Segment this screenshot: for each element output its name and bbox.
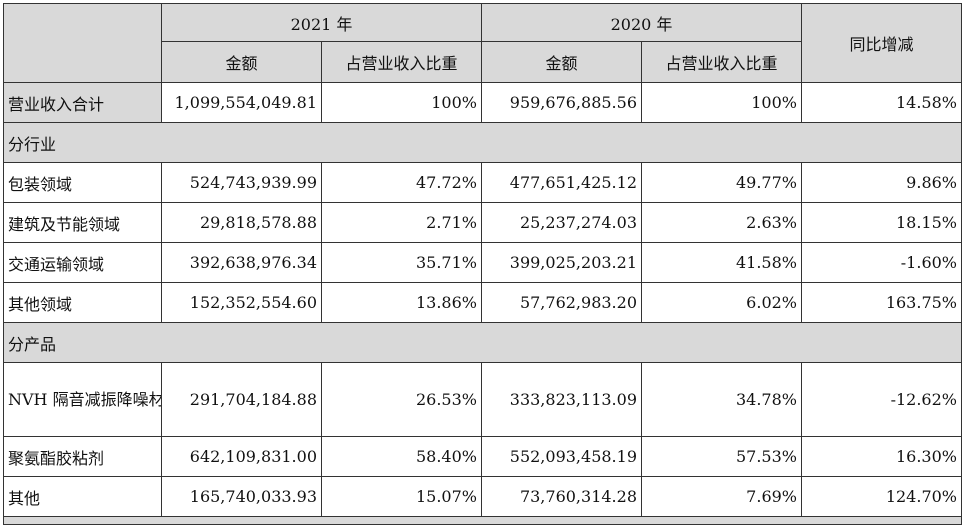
table-row: 其他 165,740,033.93 15.07% 73,760,314.28 7… bbox=[3, 476, 962, 517]
amt-2021: 291,704,184.88 bbox=[161, 362, 322, 437]
header-ratio-2020: 占营业收入比重 bbox=[641, 41, 802, 83]
section-title-product: 分产品 bbox=[3, 322, 962, 363]
pct-2021: 58.40% bbox=[321, 436, 482, 477]
table-row: 聚氨酯胶粘剂 642,109,831.00 58.40% 552,093,458… bbox=[3, 436, 962, 477]
row-label: 建筑及节能领域 bbox=[3, 202, 162, 243]
amt-2020: 73,760,314.28 bbox=[481, 476, 642, 517]
total-amt-2020: 959,676,885.56 bbox=[481, 82, 642, 123]
amt-2020: 57,762,983.20 bbox=[481, 282, 642, 323]
pct-2020: 6.02% bbox=[641, 282, 802, 323]
row-label: 包装领域 bbox=[3, 162, 162, 203]
header-row-years: 2021 年 2020 年 同比增减 bbox=[3, 3, 962, 83]
table-row: 建筑及节能领域 29,818,578.88 2.71% 25,237,274.0… bbox=[3, 202, 962, 243]
table-row: 包装领域 524,743,939.99 47.72% 477,651,425.1… bbox=[3, 162, 962, 203]
header-amount-2020: 金额 bbox=[481, 41, 642, 83]
table-row: 交通运输领域 392,638,976.34 35.71% 399,025,203… bbox=[3, 242, 962, 283]
amt-2020: 552,093,458.19 bbox=[481, 436, 642, 477]
yoy: -1.60% bbox=[801, 242, 962, 283]
section-row-industry: 分行业 bbox=[3, 122, 962, 163]
table-row: 其他领域 152,352,554.60 13.86% 57,762,983.20… bbox=[3, 282, 962, 323]
total-label: 营业收入合计 bbox=[3, 82, 162, 123]
pct-2021: 2.71% bbox=[321, 202, 482, 243]
pct-2021: 15.07% bbox=[321, 476, 482, 517]
pct-2020: 2.63% bbox=[641, 202, 802, 243]
amt-2021: 524,743,939.99 bbox=[161, 162, 322, 203]
pct-2021: 26.53% bbox=[321, 362, 482, 437]
pct-2021: 47.72% bbox=[321, 162, 482, 203]
section-title-industry: 分行业 bbox=[3, 122, 962, 163]
pct-2020: 7.69% bbox=[641, 476, 802, 517]
pct-2020: 34.78% bbox=[641, 362, 802, 437]
header-amount-2021: 金额 bbox=[161, 41, 322, 83]
total-pct-2021: 100% bbox=[321, 82, 482, 123]
pct-2021: 13.86% bbox=[321, 282, 482, 323]
amt-2021: 392,638,976.34 bbox=[161, 242, 322, 283]
header-ratio-2021: 占营业收入比重 bbox=[321, 41, 482, 83]
amt-2021: 165,740,033.93 bbox=[161, 476, 322, 517]
yoy: 18.15% bbox=[801, 202, 962, 243]
row-label: 其他领域 bbox=[3, 282, 162, 323]
total-pct-2020: 100% bbox=[641, 82, 802, 123]
next-section-row-cut bbox=[3, 516, 962, 525]
section-row-product: 分产品 bbox=[3, 322, 962, 363]
amt-2021: 152,352,554.60 bbox=[161, 282, 322, 323]
pct-2020: 41.58% bbox=[641, 242, 802, 283]
next-section-cell bbox=[3, 516, 962, 525]
header-yoy: 同比增减 bbox=[801, 3, 962, 83]
amt-2020: 333,823,113.09 bbox=[481, 362, 642, 437]
total-yoy: 14.58% bbox=[801, 82, 962, 123]
yoy: -12.62% bbox=[801, 362, 962, 437]
yoy: 163.75% bbox=[801, 282, 962, 323]
revenue-table: 2021 年 2020 年 同比增减 金额 占营业收入比重 金额 占营业收入比重… bbox=[3, 3, 962, 525]
pct-2020: 57.53% bbox=[641, 436, 802, 477]
row-label: 交通运输领域 bbox=[3, 242, 162, 283]
total-row: 营业收入合计 1,099,554,049.81 100% 959,676,885… bbox=[3, 82, 962, 123]
table-row: NVH 隔音减振降噪材料 291,704,184.88 26.53% 333,8… bbox=[3, 362, 962, 437]
header-row-columns: 金额 占营业收入比重 金额 占营业收入比重 bbox=[4, 41, 962, 83]
header-year-2020: 2020 年 bbox=[481, 3, 802, 42]
yoy: 9.86% bbox=[801, 162, 962, 203]
total-amt-2021: 1,099,554,049.81 bbox=[161, 82, 322, 123]
yoy: 124.70% bbox=[801, 476, 962, 517]
row-label: 其他 bbox=[3, 476, 162, 517]
amt-2020: 25,237,274.03 bbox=[481, 202, 642, 243]
pct-2020: 49.77% bbox=[641, 162, 802, 203]
pct-2021: 35.71% bbox=[321, 242, 482, 283]
row-label: NVH 隔音减振降噪材料 bbox=[3, 362, 162, 437]
header-corner bbox=[3, 3, 162, 83]
amt-2020: 477,651,425.12 bbox=[481, 162, 642, 203]
row-label: 聚氨酯胶粘剂 bbox=[3, 436, 162, 477]
amt-2021: 642,109,831.00 bbox=[161, 436, 322, 477]
yoy: 16.30% bbox=[801, 436, 962, 477]
amt-2021: 29,818,578.88 bbox=[161, 202, 322, 243]
amt-2020: 399,025,203.21 bbox=[481, 242, 642, 283]
header-year-2021: 2021 年 bbox=[161, 3, 482, 42]
